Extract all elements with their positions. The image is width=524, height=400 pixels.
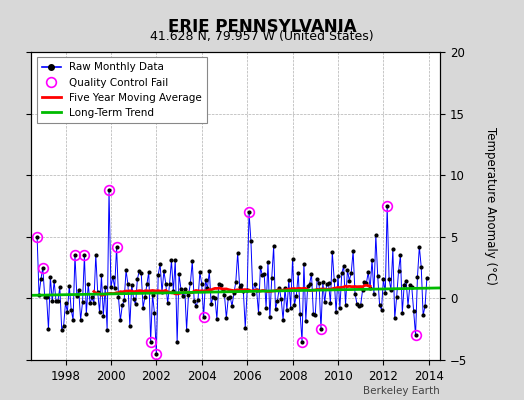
Legend: Raw Monthly Data, Quality Control Fail, Five Year Moving Average, Long-Term Tren: Raw Monthly Data, Quality Control Fail, … bbox=[37, 57, 207, 123]
Text: ERIE PENNSYLVANIA: ERIE PENNSYLVANIA bbox=[168, 18, 356, 36]
Text: 41.628 N, 79.957 W (United States): 41.628 N, 79.957 W (United States) bbox=[150, 30, 374, 43]
Y-axis label: Temperature Anomaly (°C): Temperature Anomaly (°C) bbox=[484, 127, 497, 285]
Text: Berkeley Earth: Berkeley Earth bbox=[364, 386, 440, 396]
